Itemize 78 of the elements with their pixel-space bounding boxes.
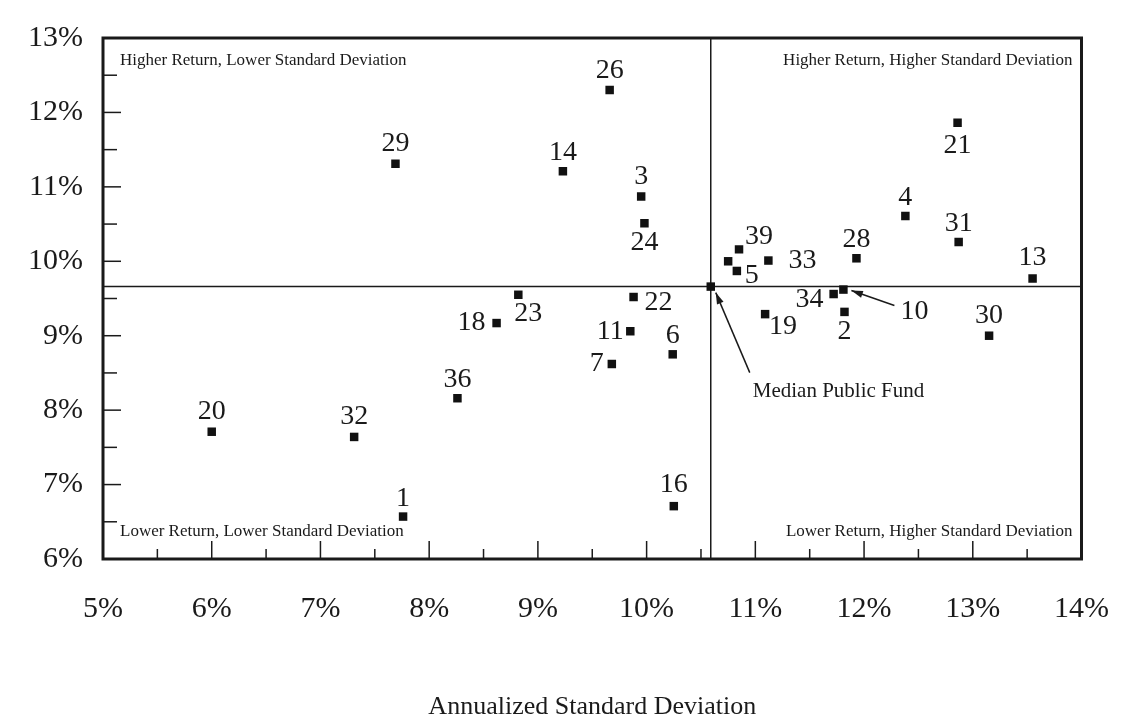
annotation: 31	[944, 206, 973, 238]
annotation: 22	[644, 285, 673, 317]
x-axis-title: Annualized Standard Deviation	[428, 691, 757, 721]
point	[953, 118, 962, 128]
annotation: 39	[745, 218, 774, 250]
x-tick-label: 6%	[191, 589, 232, 623]
point	[764, 256, 773, 265]
x-tick-label: 10%	[619, 589, 675, 623]
annotation: 6	[665, 317, 680, 349]
annotation: Lower Return, Lower Standard Deviation	[120, 521, 405, 541]
annotation: Higher Return, Higher Standard Deviation	[783, 50, 1073, 70]
point	[207, 427, 216, 436]
x-tick-label: 8%	[409, 589, 450, 623]
point	[901, 211, 910, 221]
annotation: 32	[340, 399, 369, 431]
point	[514, 290, 523, 300]
y-tick-label: 7%	[43, 465, 83, 499]
annotation: 21	[943, 128, 972, 160]
point	[954, 237, 963, 247]
annotation: 26	[595, 53, 624, 85]
point	[723, 257, 733, 266]
y-tick-label: 13%	[28, 18, 83, 52]
point	[640, 219, 649, 228]
annotation: 3	[634, 158, 649, 190]
annotation: 13	[1018, 239, 1047, 271]
annotation: 23	[514, 296, 543, 328]
annotation: Median Public Fund	[752, 378, 925, 403]
point	[1028, 274, 1037, 283]
annotation: 29	[381, 126, 410, 158]
annotation: 14	[548, 134, 577, 166]
annotation: 2	[837, 314, 852, 346]
annotation: 5	[744, 258, 759, 290]
x-tick-label: 9%	[517, 589, 558, 623]
point	[984, 331, 994, 340]
point	[629, 292, 638, 302]
annotation: 18	[457, 305, 486, 337]
annotation: 7	[589, 346, 604, 378]
point	[706, 282, 715, 291]
annotation: 28	[842, 221, 871, 253]
annotation: 11	[596, 313, 624, 345]
x-tick-label: 11%	[728, 589, 783, 623]
point	[829, 289, 838, 299]
point	[840, 307, 849, 317]
point	[734, 245, 744, 254]
point	[626, 327, 635, 336]
annotation: Lower Return, Higher Standard Deviation	[785, 521, 1073, 541]
annotation: 20	[197, 394, 226, 426]
annotation: 34	[795, 282, 824, 314]
x-tick-label: 12%	[836, 589, 892, 623]
annotation: 1	[396, 480, 411, 512]
annotation: Higher Return, Lower Standard Deviation	[120, 50, 408, 70]
y-tick-label: 9%	[43, 316, 83, 350]
point	[398, 512, 408, 521]
y-tick-label: 11%	[29, 167, 83, 201]
point	[852, 254, 861, 263]
point	[668, 350, 677, 359]
annotation: 30	[975, 298, 1004, 330]
point	[839, 285, 848, 294]
y-tick-label: 6%	[43, 539, 83, 573]
point	[492, 318, 501, 328]
annotation: 36	[443, 361, 472, 393]
annotation: 16	[659, 466, 688, 498]
annotation: 4	[898, 180, 913, 212]
x-tick-label: 14%	[1054, 589, 1109, 623]
annotation: 24	[630, 224, 659, 256]
x-tick-label: 5%	[83, 589, 123, 623]
point	[605, 85, 614, 95]
y-tick-label: 8%	[43, 391, 83, 425]
x-tick-label: 13%	[945, 589, 1001, 623]
point	[453, 393, 462, 403]
annotation: 19	[769, 309, 798, 341]
x-tick-label: 7%	[300, 589, 341, 623]
y-tick-label: 10%	[28, 242, 83, 276]
point	[636, 192, 646, 201]
point	[391, 159, 400, 169]
y-tick-label: 12%	[28, 93, 83, 127]
annotation: 10	[900, 293, 929, 325]
annotation: 33	[788, 242, 817, 274]
